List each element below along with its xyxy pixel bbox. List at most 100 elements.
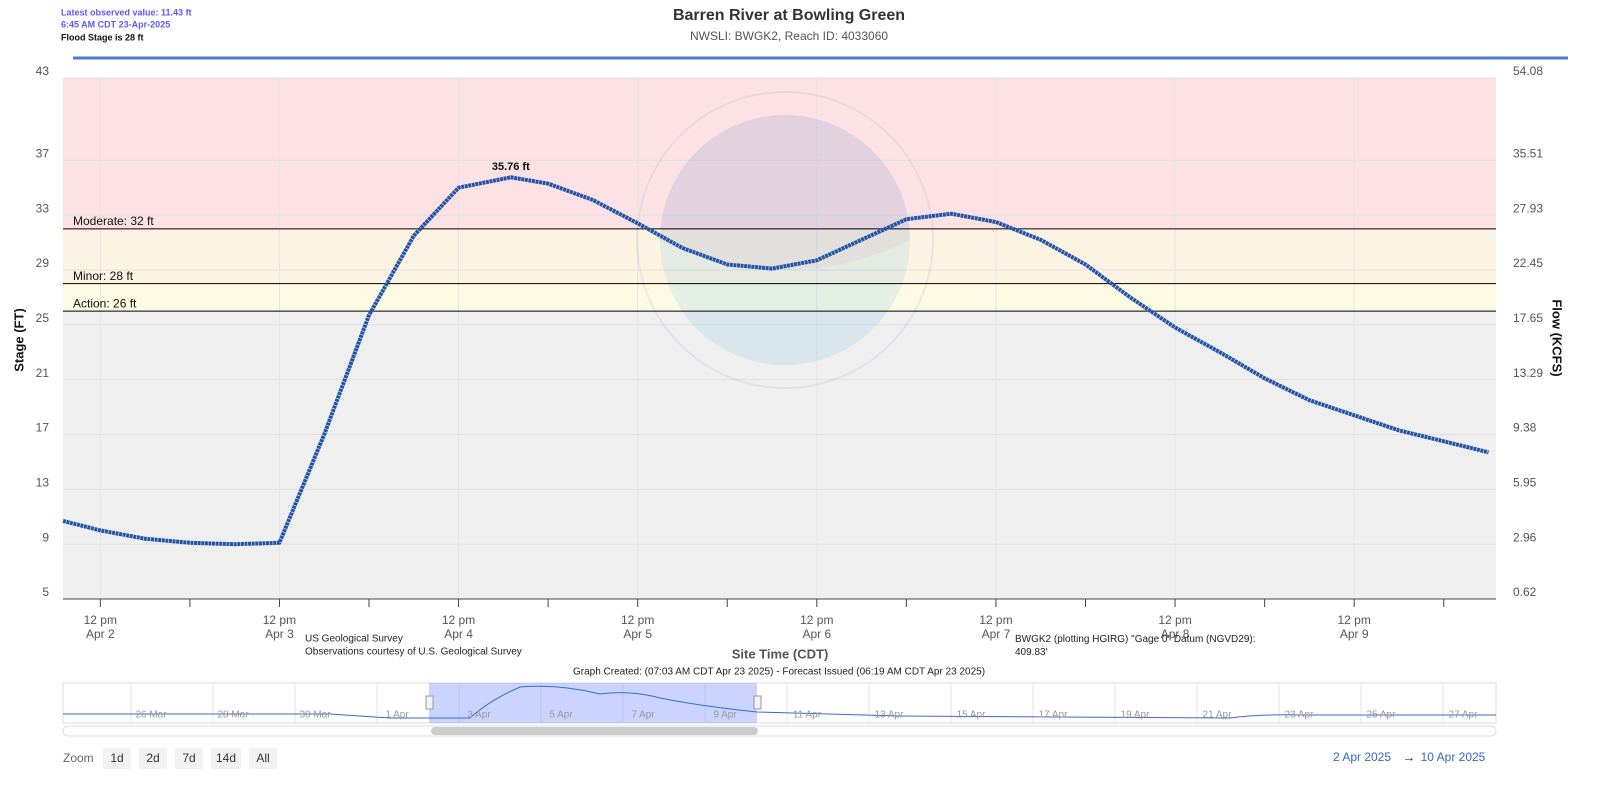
y2-axis-label: Flow (KCFS) [1550,299,1565,376]
navigator-handle[interactable] [425,695,434,710]
zoom-buttons: 1d 2d 7d 14d All [103,748,277,769]
x-tick-label: 12 pm [800,613,833,627]
zoom-button-label[interactable]: 14d [216,751,236,765]
navigator-selection[interactable] [429,683,757,723]
x-tick-label: Apr 8 [1161,627,1190,641]
latest-time: 6:45 AM CDT 23-Apr-2025 [61,19,170,29]
flood-band [63,283,1496,312]
credit-source: US Geological Survey [305,634,403,645]
y-tick-label: 13 [36,475,50,489]
y2-tick-label: 2.96 [1513,530,1537,544]
watermark [636,91,934,389]
y2-tick-label: 35.51 [1513,146,1543,160]
x-tick-label: Apr 7 [982,627,1011,641]
x-tick-label: 12 pm [621,613,654,627]
y-tick-label: 17 [36,421,50,435]
x-tick-label: 12 pm [263,613,296,627]
y-tick-label: 37 [36,146,50,160]
scrollbar-thumb[interactable] [431,727,758,735]
navigator-label: 19 Apr [1121,710,1151,721]
y2-tick-label: 17.65 [1513,311,1543,325]
navigator-label: 3 Apr [467,710,491,721]
navigator-handle[interactable] [753,695,762,710]
navigator-label: 13 Apr [875,710,905,721]
threshold-label: Minor: 28 ft [73,269,134,283]
x-tick-label: Apr 3 [265,627,294,641]
y-tick-label: 21 [36,366,50,380]
x-tick-label: 12 pm [1158,613,1191,627]
y-tick-label: 29 [36,256,50,270]
chart-subtitle: NWSLI: BWGK2, Reach ID: 4033060 [690,29,888,43]
x-tick-label: Apr 2 [86,627,115,641]
y-tick-label: 5 [42,585,49,599]
x-tick-label: Apr 9 [1340,627,1369,641]
zoom-button-label[interactable]: 2d [146,751,159,765]
y2-tick-label: 0.62 [1513,585,1537,599]
y2-tick-label: 27.93 [1513,201,1543,215]
flood-band [63,78,1496,229]
zoom-button[interactable] [139,748,167,769]
x-tick-label: 12 pm [979,613,1012,627]
y2-tick-label: 54.08 [1513,64,1543,78]
navigator-label: 17 Apr [1039,710,1069,721]
y2-tick-label: 22.45 [1513,256,1543,270]
navigator-label: 11 Apr [793,710,822,721]
data-label: 35.76 ft [492,161,530,173]
navigator-label: 9 Apr [713,710,737,721]
scrollbar-track[interactable] [62,725,1497,737]
navigator-label: 25 Apr [1367,710,1397,721]
flood-band [63,228,1496,284]
x-tick-label: 12 pm [442,613,475,627]
navigator-label: 21 Apr [1203,710,1233,721]
plot: 5 0.62 9 2.96 13 5.95 17 9.38 21 13.29 25 17.65 29 22… [36,64,1544,641]
credit-courtesy: Observations courtesy of U.S. Geological… [305,647,522,658]
zoom-button[interactable] [211,748,241,769]
graph-created: Graph Created: (07:03 AM CDT Apr 23 2025… [573,667,985,678]
navigator-line [63,685,1496,719]
zoom-button[interactable] [103,748,131,769]
navigator-label: 1 Apr [385,710,409,721]
y2-tick-label: 5.95 [1513,475,1537,489]
threshold-label: Action: 26 ft [73,296,137,310]
zoom-button-label[interactable]: 7d [182,751,195,765]
stage-line [62,175,1489,547]
datum-note: BWGK2 (plotting HGIRG) "Gage 0" Datum (N… [1015,634,1256,658]
threshold-label: Moderate: 32 ft [73,214,154,228]
navigator-label: 26 Mar [135,710,167,721]
y-axis-label: Stage (FT) [11,308,26,372]
x-axis-label: Site Time (CDT) [732,646,829,661]
y2-tick-label: 9.38 [1513,421,1537,435]
y-tick-label: 9 [42,530,49,544]
navigator-label: 28 Mar [217,710,249,721]
range-from[interactable]: 2 Apr 2025 [1333,750,1391,764]
navigator: 26 Mar 28 Mar 30 Mar 1 Apr 3 Apr 5 Apr 7 Apr 9 … [62,682,1497,737]
y2-tick-label: 13.29 [1513,366,1543,380]
navigator-label: 7 Apr [631,710,655,721]
chart-title: Barren River at Bowling Green [673,7,905,24]
x-tick-label: Apr 6 [802,627,831,641]
x-tick-label: 12 pm [84,613,117,627]
range-to[interactable]: 10 Apr 2025 [1421,750,1486,764]
y-tick-label: 33 [36,201,50,215]
navigator-label: 23 Apr [1285,710,1315,721]
zoom-button-label[interactable]: 1d [110,751,123,765]
x-tick-label: Apr 5 [623,627,652,641]
zoom-button-label[interactable]: All [256,751,269,765]
range-arrow: → [1403,749,1416,764]
zoom-button[interactable] [175,748,203,769]
zoom-button[interactable] [249,748,277,769]
flood-stage: Flood Stage is 28 ft [61,32,144,42]
y-tick-label: 25 [36,311,50,325]
navigator-label: 15 Apr [957,710,987,721]
navigator-frame [62,682,1497,724]
y-tick-label: 43 [36,64,50,78]
navigator-label: 30 Mar [299,710,331,721]
latest-value: Latest observed value: 11.43 ft [61,7,192,17]
navigator-label: 5 Apr [549,710,573,721]
navigator-label: 27 Apr [1449,710,1479,721]
x-tick-label: Apr 4 [444,627,473,641]
zoom-label: Zoom [63,751,94,765]
